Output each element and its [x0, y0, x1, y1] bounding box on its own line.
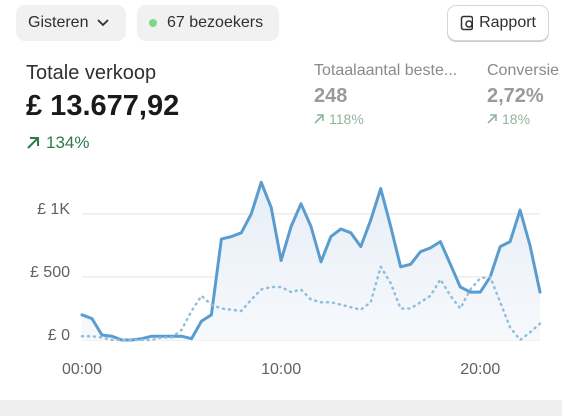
x-tick-label: 00:00 — [62, 361, 102, 378]
live-dot — [149, 19, 157, 27]
metric-change: 18% — [487, 111, 530, 127]
chevron — [97, 19, 110, 27]
metric-label: Totaalaantal beste... — [314, 62, 458, 79]
report: Rapport — [479, 14, 536, 31]
report-button[interactable]: Rapport — [447, 5, 549, 41]
metric-label: Conversie — [487, 62, 560, 79]
chart: £ 0 £ 500 £ 1K 00:00 10:00 20:00 — [30, 180, 542, 378]
up-arrow — [314, 114, 324, 124]
visitors: 67 bezoekers — [167, 14, 264, 31]
y-tick-label: £ 500 — [30, 264, 70, 281]
visitors-button[interactable]: 67 bezoekers — [137, 5, 279, 41]
metric-change: 134% — [26, 133, 89, 153]
area — [82, 182, 540, 340]
metric-value: 248 — [314, 85, 348, 107]
y-tick-label: £ 1K — [37, 201, 70, 218]
footer-bar — [0, 400, 562, 416]
change: 18% — [502, 111, 531, 127]
change: 118% — [329, 111, 364, 127]
up-arrow — [27, 137, 39, 149]
period: Gisteren — [28, 14, 89, 31]
metric-value: £ 13.677,92 — [26, 90, 180, 122]
report-icon — [460, 15, 474, 31]
period-button[interactable]: Gisteren — [16, 5, 126, 41]
change: 134% — [46, 133, 90, 152]
metric-change: 118% — [314, 111, 364, 127]
series-line — [80, 180, 542, 342]
x-tick-label: 10:00 — [261, 361, 301, 378]
x-tick-label: 20:00 — [460, 361, 500, 378]
metric-value: 2,72% — [487, 85, 544, 107]
metric-label: Totale verkoop — [26, 62, 157, 84]
up-arrow — [487, 114, 497, 124]
series-line — [80, 265, 542, 342]
y-tick-label: £ 0 — [48, 327, 70, 344]
